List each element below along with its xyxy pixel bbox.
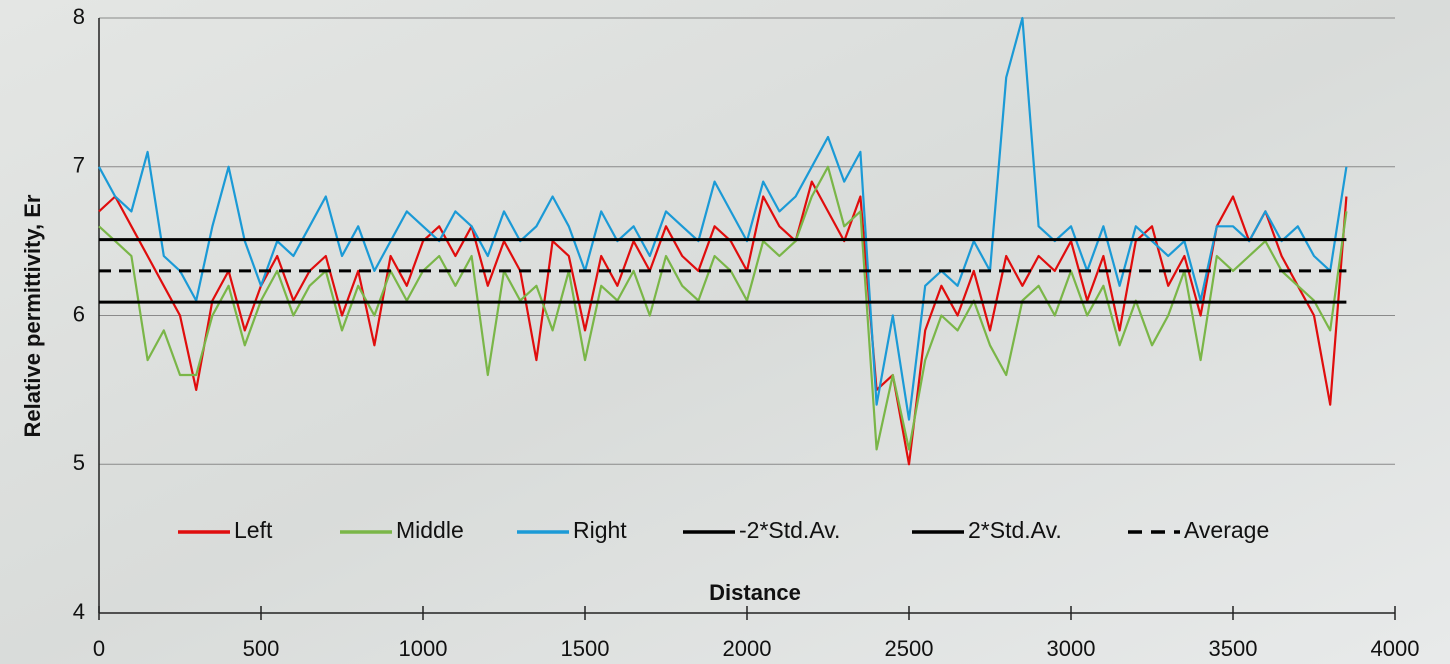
x-tick-label: 3000 bbox=[1047, 636, 1096, 661]
x-tick-label: 3500 bbox=[1209, 636, 1258, 661]
legend-label: -2*Std.Av. bbox=[739, 517, 840, 543]
y-tick-label: 7 bbox=[73, 153, 85, 178]
legend-label: 2*Std.Av. bbox=[968, 517, 1062, 543]
y-axis-title: Relative permittivity, Er bbox=[20, 194, 45, 437]
page: {"chart_data": { "type": "line", "x_labe… bbox=[0, 0, 1450, 664]
background bbox=[0, 0, 1450, 664]
y-tick-label: 6 bbox=[73, 301, 85, 326]
chart: Relative permittivity, Er Distance 4 5 6 7 8… bbox=[0, 0, 1450, 664]
x-tick-label: 1500 bbox=[561, 636, 610, 661]
x-tick-label: 4000 bbox=[1371, 636, 1420, 661]
x-tick-label: 2000 bbox=[723, 636, 772, 661]
x-tick-label: 500 bbox=[243, 636, 280, 661]
legend-label: Average bbox=[1184, 517, 1269, 543]
y-tick-label: 4 bbox=[73, 599, 85, 624]
y-tick-label: 8 bbox=[73, 4, 85, 29]
x-tick-label: 2500 bbox=[885, 636, 934, 661]
y-tick-label: 5 bbox=[73, 450, 85, 475]
legend-label: Middle bbox=[396, 517, 464, 543]
legend-label: Right bbox=[573, 517, 627, 543]
legend-label: Left bbox=[234, 517, 273, 543]
x-axis-title: Distance bbox=[709, 580, 801, 605]
x-tick-label: 0 bbox=[93, 636, 105, 661]
x-tick-label: 1000 bbox=[399, 636, 448, 661]
